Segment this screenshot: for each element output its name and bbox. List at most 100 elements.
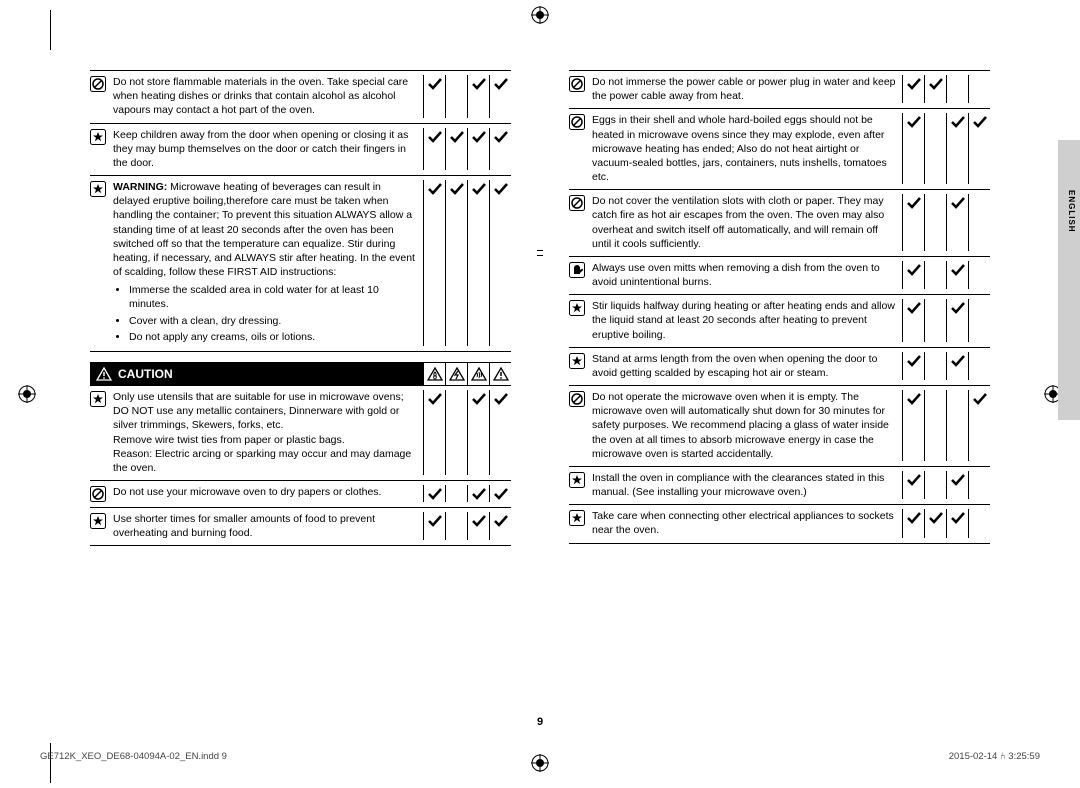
check-col-1 (423, 485, 445, 502)
check-col-3 (946, 352, 968, 380)
check-col-4 (489, 390, 511, 475)
caution-label: CAUTION (118, 366, 173, 382)
check-col-2 (924, 113, 946, 184)
check-columns (423, 128, 511, 171)
instruction-text: Always use oven mitts when removing a di… (592, 261, 902, 289)
check-col-1 (902, 509, 924, 537)
check-columns (423, 75, 511, 118)
instruction-text: Install the oven in compliance with the … (592, 471, 902, 499)
check-col-1 (423, 75, 445, 118)
check-col-1 (902, 194, 924, 251)
check-col-3 (946, 509, 968, 537)
page-number: 9 (0, 716, 1080, 728)
prohibit-icon (569, 194, 587, 251)
instruction-row: Always use oven mitts when removing a di… (569, 257, 990, 295)
check-col-1 (902, 352, 924, 380)
instruction-text: Do not use your microwave oven to dry pa… (113, 485, 423, 502)
check-col-4 (968, 113, 990, 184)
check-col-4 (489, 75, 511, 118)
check-col-3 (946, 113, 968, 184)
check-col-2 (445, 128, 467, 171)
prohibit-icon (569, 75, 587, 103)
check-col-2 (924, 261, 946, 289)
check-col-4 (968, 390, 990, 461)
check-col-2 (924, 299, 946, 342)
check-columns (902, 352, 990, 380)
check-col-4 (968, 509, 990, 537)
check-col-3 (946, 390, 968, 461)
hazard-fire-icon (423, 363, 445, 385)
check-col-4 (489, 512, 511, 540)
check-columns (902, 75, 990, 103)
check-col-2 (924, 75, 946, 103)
check-col-3 (946, 75, 968, 103)
check-col-4 (489, 485, 511, 502)
check-col-3 (467, 512, 489, 540)
check-col-1 (423, 180, 445, 346)
instruction-text: Keep children away from the door when op… (113, 128, 423, 171)
instruction-row: Eggs in their shell and whole hard-boile… (569, 109, 990, 190)
check-col-2 (924, 390, 946, 461)
check-col-1 (423, 512, 445, 540)
check-col-4 (968, 261, 990, 289)
check-col-2 (924, 509, 946, 537)
check-columns (423, 390, 511, 475)
star-icon (90, 512, 108, 540)
check-col-3 (946, 194, 968, 251)
check-col-1 (902, 75, 924, 103)
instruction-row: Stand at arms length from the oven when … (569, 348, 990, 386)
crop-line (50, 10, 51, 50)
instruction-text: Take care when connecting other electric… (592, 509, 902, 537)
check-col-1 (902, 113, 924, 184)
check-columns (423, 485, 511, 502)
check-col-1 (423, 128, 445, 171)
caution-label-box: CAUTION (90, 363, 423, 385)
language-label: ENGLISH (1067, 190, 1076, 233)
check-col-1 (902, 390, 924, 461)
page: ENGLISH Do not store flammable materials… (0, 0, 1080, 788)
footer-right: 2015-02-14 ⑃ 3:25:59 (949, 751, 1040, 762)
warning-triangle-icon (96, 367, 112, 381)
check-columns (902, 299, 990, 342)
check-col-3 (946, 471, 968, 499)
instruction-text: Stir liquids halfway during heating or a… (592, 299, 902, 342)
instruction-row: Do not use your microwave oven to dry pa… (90, 481, 511, 508)
check-columns (902, 261, 990, 289)
crop-line (50, 743, 51, 783)
instruction-row: Keep children away from the door when op… (90, 124, 511, 177)
check-columns (423, 180, 511, 346)
check-col-1 (902, 471, 924, 499)
mitt-icon (569, 261, 587, 289)
check-col-2 (445, 75, 467, 118)
prohibit-icon (90, 485, 108, 502)
instruction-row: Do not store flammable materials in the … (90, 70, 511, 124)
instruction-row: Use shorter times for smaller amounts of… (90, 508, 511, 546)
check-col-4 (968, 352, 990, 380)
check-col-2 (924, 352, 946, 380)
instruction-text: Do not operate the microwave oven when i… (592, 390, 902, 461)
check-col-2 (445, 485, 467, 502)
regmark-top (531, 6, 549, 24)
check-col-4 (968, 299, 990, 342)
star-icon (90, 180, 108, 346)
check-col-3 (467, 485, 489, 502)
hazard-shock-icon (445, 363, 467, 385)
footer-left: GE712K_XEO_DE68-04094A-02_EN.indd 9 (40, 751, 227, 762)
check-col-4 (489, 128, 511, 171)
star-icon (569, 471, 587, 499)
instruction-text: Do not immerse the power cable or power … (592, 75, 902, 103)
star-icon (569, 352, 587, 380)
instruction-text: Do not store flammable materials in the … (113, 75, 423, 118)
check-col-3 (467, 390, 489, 475)
check-columns (902, 113, 990, 184)
check-col-2 (445, 512, 467, 540)
check-col-4 (968, 194, 990, 251)
caution-hazard-icons (423, 363, 511, 385)
prohibit-icon (569, 113, 587, 184)
instruction-text: Only use utensils that are suitable for … (113, 390, 423, 475)
column-separator (537, 70, 543, 710)
prohibit-icon (90, 75, 108, 118)
instruction-row: WARNING: Microwave heating of beverages … (90, 176, 511, 352)
instruction-row: Install the oven in compliance with the … (569, 467, 990, 505)
check-col-3 (467, 75, 489, 118)
